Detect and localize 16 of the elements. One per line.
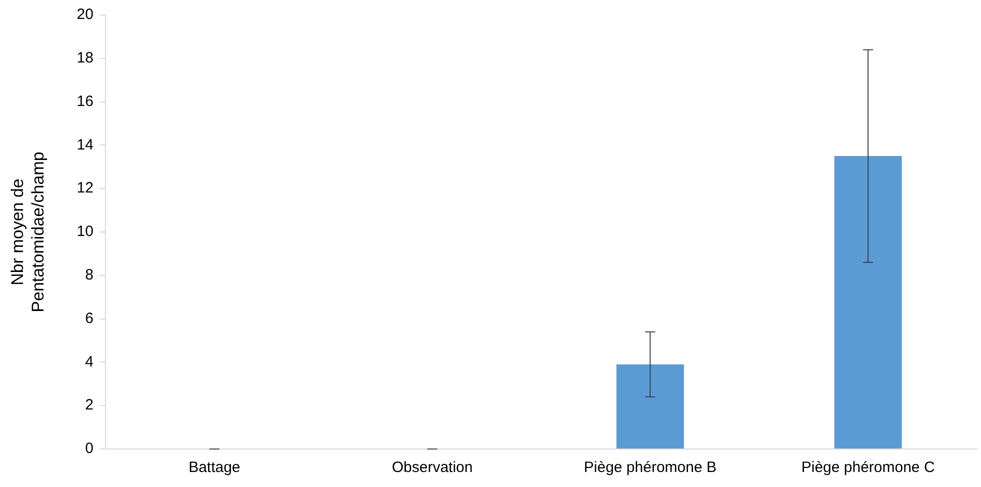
y-tick-label: 12 <box>76 180 94 197</box>
y-tick-label: 18 <box>76 50 94 67</box>
x-tick-label: Observation <box>392 459 473 476</box>
y-tick-label: 2 <box>85 396 94 414</box>
y-tick-label: 10 <box>76 223 94 240</box>
x-tick-label: Battage <box>188 459 240 476</box>
y-axis-title: Nbr moyen de Pentatomidae/champ <box>8 152 48 312</box>
y-tick-label: 20 <box>76 6 94 24</box>
y-tick-label: 16 <box>76 92 94 110</box>
y-tick-label: 4 <box>85 353 94 370</box>
y-tick-label: 6 <box>85 310 94 327</box>
y-tick-label: 0 <box>85 440 94 458</box>
x-tick-label: Piège phéromone C <box>801 459 935 476</box>
y-tick-label: 8 <box>85 266 94 284</box>
x-tick-label: Piège phéromone B <box>584 459 716 476</box>
y-tick-label: 14 <box>76 136 94 154</box>
